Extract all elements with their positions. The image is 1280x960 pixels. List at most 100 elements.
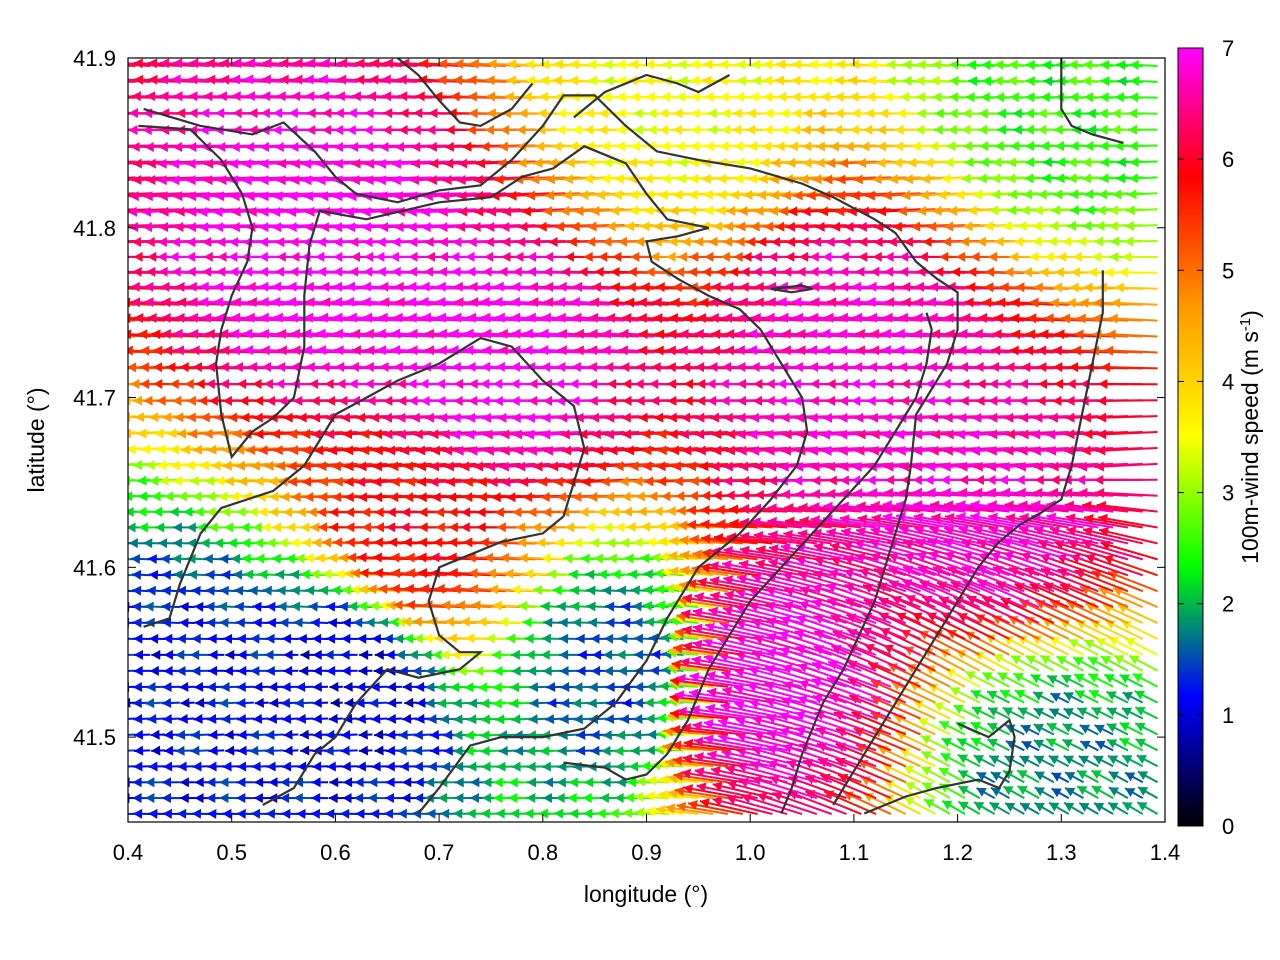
plot-area (128, 58, 1165, 822)
wind-arrow (162, 777, 180, 788)
wind-arrow (904, 781, 936, 800)
wind-arrow (559, 649, 580, 660)
wind-arrow (128, 128, 136, 131)
wind-arrow (128, 96, 136, 99)
wind-arrow (1136, 754, 1159, 768)
wind-arrow (1108, 770, 1129, 784)
wind-arrow (956, 512, 1025, 529)
wind-arrow (327, 617, 343, 628)
wind-arrow (658, 536, 699, 547)
wind-arrow (250, 808, 269, 819)
wind-arrow (1030, 673, 1055, 688)
plot-background (128, 58, 1165, 822)
wind-arrow (753, 530, 818, 545)
colorbar-tick-label: 4 (1222, 369, 1234, 394)
x-tick-label: 0.8 (528, 840, 559, 865)
wind-arrow (956, 500, 1025, 513)
wind-arrow (413, 729, 432, 740)
wind-arrow (941, 800, 966, 815)
x-tick-label: 1.1 (839, 840, 870, 865)
wind-arrow (1093, 755, 1114, 768)
y-axis-label: latitude (°) (23, 387, 49, 492)
wind-arrow (253, 793, 269, 804)
wind-arrow (1073, 673, 1099, 688)
x-tick-label: 1.2 (942, 840, 973, 865)
wind-arrow (738, 559, 803, 577)
wind-arrow (371, 713, 388, 724)
wind-arrow (1079, 740, 1099, 752)
wind-arrow (1119, 737, 1144, 752)
wind-arrow (300, 649, 314, 660)
wind-arrow (529, 698, 551, 709)
wind-arrow (1124, 787, 1144, 799)
wind-arrow (223, 665, 240, 676)
wind-arrow (987, 738, 1010, 752)
wind-arrow (1079, 724, 1099, 736)
wind-arrow (1063, 707, 1084, 720)
wind-arrow (128, 319, 136, 322)
wind-arrow (1004, 500, 1069, 513)
wind-arrow (1004, 724, 1025, 736)
wind-arrow (722, 686, 788, 704)
wind-arrow (679, 535, 729, 546)
wind-arrow (855, 526, 921, 545)
wind-arrow (673, 771, 729, 784)
wind-arrow (655, 600, 684, 611)
wind-arrow (281, 633, 299, 644)
wind-arrow (712, 796, 773, 816)
wind-arrow (252, 713, 269, 724)
wind-arrow (1004, 802, 1025, 815)
wind-arrow (208, 745, 225, 756)
wind-arrow (659, 774, 699, 785)
wind-arrow (999, 689, 1025, 704)
wind-arrow (237, 761, 254, 772)
wind-arrow (683, 784, 743, 800)
wind-arrow (128, 271, 136, 274)
wind-arrow (658, 551, 699, 562)
wind-arrow (252, 601, 269, 612)
wind-arrow (281, 681, 299, 692)
wind-arrow (266, 761, 284, 772)
wind-arrow (783, 529, 847, 545)
wind-arrow (701, 548, 758, 561)
wind-arrow (920, 750, 951, 768)
wind-arrow (128, 573, 136, 577)
wind-arrow (1063, 691, 1084, 704)
wind-arrow (664, 583, 699, 594)
wind-arrow (179, 601, 195, 612)
wind-arrow (768, 530, 832, 545)
wind-arrow (367, 793, 388, 804)
x-tick-label: 0.4 (113, 840, 144, 865)
wind-arrow (385, 761, 403, 772)
y-tick-label: 41.5 (73, 725, 116, 750)
wind-arrow (958, 800, 981, 815)
wind-arrow (970, 721, 996, 736)
wind-arrow (308, 601, 329, 612)
wind-arrow (674, 690, 743, 704)
wind-arrow (577, 649, 595, 660)
wind-arrow (797, 529, 862, 545)
wind-arrow (356, 713, 373, 724)
wind-arrow (707, 750, 773, 768)
wind-arrow (694, 767, 758, 784)
wind-arrow (681, 609, 743, 625)
wind-arrow (605, 601, 625, 612)
wind-arrow (297, 633, 314, 644)
wind-arrow (191, 633, 210, 644)
wind-arrow (690, 705, 758, 720)
wind-arrow (700, 562, 758, 577)
wind-arrow (359, 649, 373, 660)
wind-arrow (219, 777, 240, 788)
wind-arrow (938, 767, 966, 784)
wind-arrow (717, 732, 788, 752)
wind-arrow (987, 706, 1010, 720)
wind-arrow (1134, 706, 1159, 720)
wind-arrow (1020, 724, 1040, 736)
wind-arrow (1056, 655, 1084, 672)
wind-arrow (387, 697, 403, 708)
wind-arrow (665, 803, 714, 816)
wind-arrow (293, 617, 314, 628)
wind-arrow (1065, 513, 1129, 529)
wind-arrow (300, 745, 314, 756)
wind-arrow (677, 706, 743, 720)
